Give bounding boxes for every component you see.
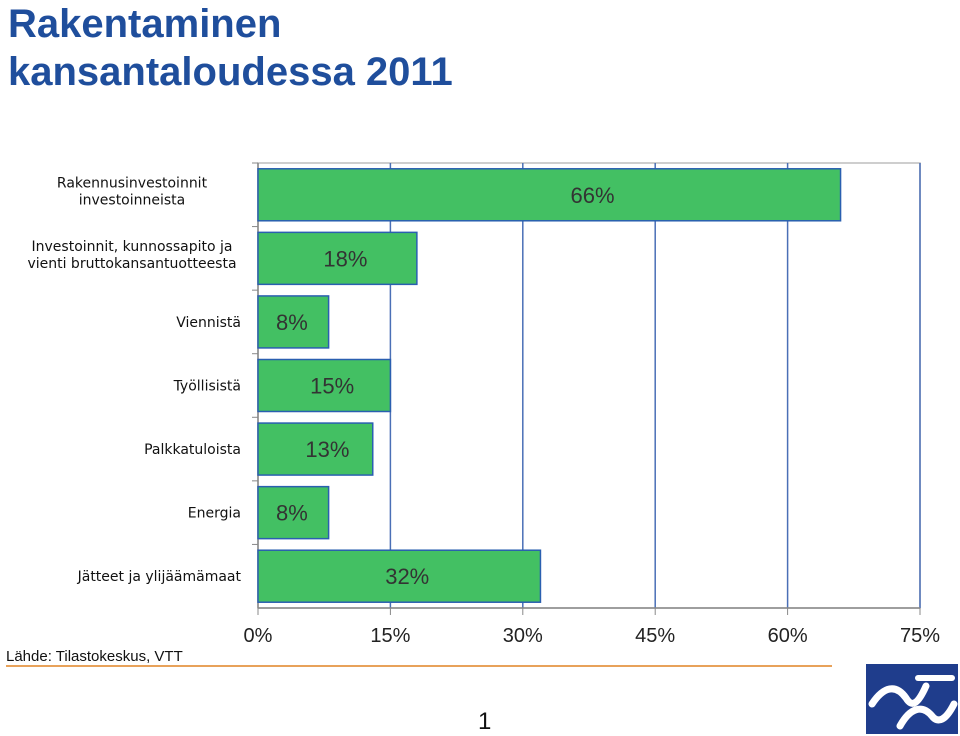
source-note: Lähde: Tilastokeskus, VTT bbox=[6, 648, 183, 665]
title-line-2: kansantaloudessa 2011 bbox=[8, 50, 453, 94]
bar bbox=[257, 422, 374, 476]
data-label: 66% bbox=[571, 183, 615, 208]
x-tick-label: 75% bbox=[900, 625, 940, 647]
category-label-line: Energia bbox=[188, 506, 241, 522]
data-label: 15% bbox=[310, 374, 354, 399]
bars bbox=[257, 168, 842, 603]
category-label-line: Rakennusinvestoinnit bbox=[57, 175, 208, 191]
data-label: 18% bbox=[323, 246, 367, 271]
category-label: Työllisistä bbox=[173, 379, 241, 395]
category-label: Palkkatuloista bbox=[144, 442, 241, 458]
x-tick-label: 0% bbox=[244, 625, 273, 647]
x-tick-label: 60% bbox=[768, 625, 808, 647]
category-label-line: Palkkatuloista bbox=[144, 442, 241, 458]
bar bbox=[257, 485, 330, 540]
title-line-1: Rakentaminen bbox=[8, 2, 282, 46]
category-label: Jätteet ja ylijäämämaat bbox=[77, 569, 242, 585]
bar bbox=[257, 231, 418, 286]
category-label-line: Viennistä bbox=[176, 315, 241, 331]
vtt-logo-icon bbox=[866, 664, 958, 734]
data-label: 13% bbox=[305, 437, 349, 462]
category-labels: Rakennusinvestoinnit investoinneista Inves… bbox=[27, 175, 241, 585]
category-label: Investoinnit, kunnossapito ja vienti brut… bbox=[27, 239, 236, 272]
data-label: 8% bbox=[276, 501, 308, 526]
category-label-line: Investoinnit, kunnossapito ja bbox=[32, 239, 233, 255]
x-tick-label: 15% bbox=[370, 625, 410, 647]
footer-divider bbox=[6, 665, 832, 667]
bar bbox=[257, 295, 330, 349]
category-label-line: investoinneista bbox=[79, 192, 186, 208]
page-title: Rakentaminen kansantaloudessa 2011 bbox=[8, 0, 453, 96]
category-label-line: vienti bruttokansantuotteesta bbox=[27, 256, 236, 272]
x-axis-ticks: 0% 15% 30% 45% 60% 75% bbox=[244, 162, 940, 647]
page-number: 1 bbox=[478, 708, 492, 735]
bar bbox=[257, 168, 842, 222]
x-tick-label: 30% bbox=[503, 625, 543, 647]
category-label: Viennistä bbox=[176, 315, 241, 331]
category-label: Energia bbox=[188, 506, 241, 522]
data-labels: 66% 18% 8% 15% 13% 8% 32% bbox=[276, 183, 615, 589]
data-label: 8% bbox=[276, 310, 308, 335]
data-label: 32% bbox=[385, 564, 429, 589]
bar bbox=[257, 549, 542, 603]
category-label: Rakennusinvestoinnit investoinneista bbox=[57, 175, 208, 208]
category-label-line: Jätteet ja ylijäämämaat bbox=[77, 569, 242, 585]
category-label-line: Työllisistä bbox=[173, 379, 241, 395]
x-tick-label: 45% bbox=[635, 625, 675, 647]
bar bbox=[257, 358, 392, 413]
